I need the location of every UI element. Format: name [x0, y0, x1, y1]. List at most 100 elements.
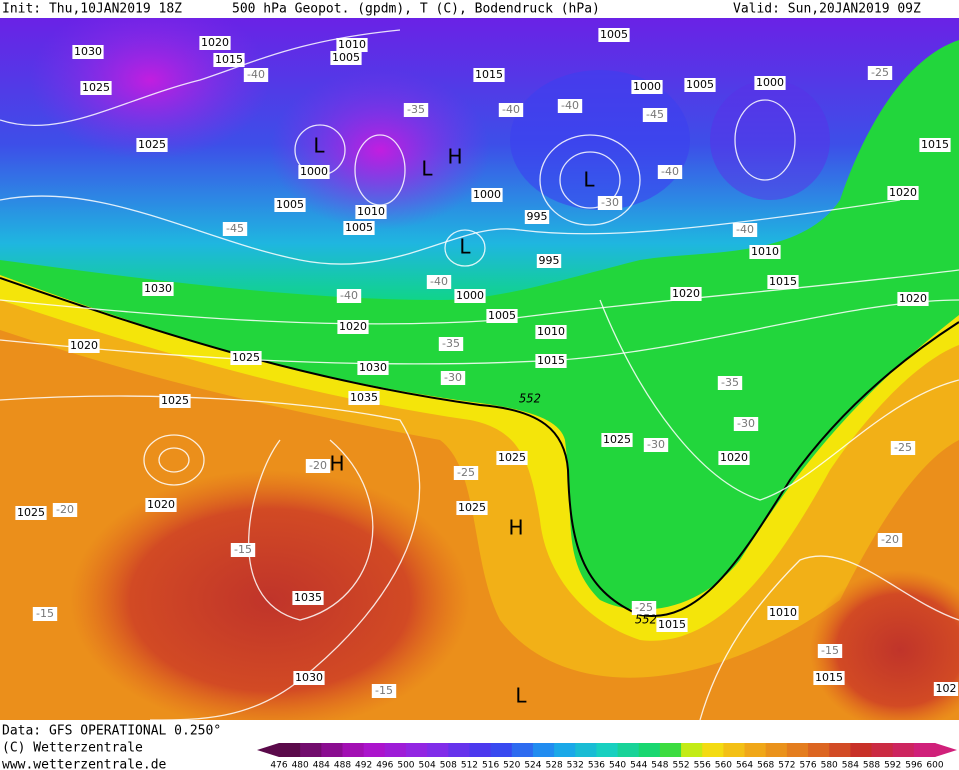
colorbar-tick-label: 508 — [440, 761, 457, 770]
temperature-label: -40 — [340, 289, 358, 302]
isobar-label-box — [471, 188, 503, 202]
isobar-label: 1010 — [769, 606, 797, 619]
contour-label: 552 — [519, 392, 541, 406]
colorbar-cell — [744, 743, 767, 757]
isobar-label-box — [159, 394, 191, 408]
pressure-center: H — [329, 452, 344, 476]
isobar-label: 1020 — [720, 451, 748, 464]
temperature-label-box — [453, 466, 479, 480]
colorbar-tick-label: 480 — [292, 761, 309, 770]
isobar-label: 1000 — [473, 188, 501, 201]
colorbar-tick-label: 492 — [355, 761, 372, 770]
pressure-center: L — [421, 157, 433, 181]
isobar-label-box — [473, 68, 505, 82]
temperature-label: -40 — [502, 103, 520, 116]
url: www.wetterzentrale.de — [2, 758, 167, 770]
colorbar-tick-label: 568 — [757, 761, 774, 770]
isobar-label: 1025 — [458, 501, 486, 514]
isobar-label: 995 — [539, 254, 560, 267]
isobar-label-box — [933, 682, 959, 696]
isobar-label-box — [754, 76, 786, 90]
isobar-label-box — [72, 45, 104, 59]
isobar-label: 1010 — [357, 205, 385, 218]
isobar-label: 1020 — [147, 498, 175, 511]
colorbar-tick-label: 600 — [926, 761, 943, 770]
isobar-label: 1005 — [345, 221, 373, 234]
copyright: (C) Wetterzentrale — [2, 741, 143, 756]
colorbar-cell — [427, 743, 449, 757]
colorbar-cell — [913, 743, 936, 757]
isobar-label: 1000 — [633, 80, 661, 93]
isobar-label: 1005 — [276, 198, 304, 211]
colorbar-tick-label: 564 — [736, 761, 753, 770]
temperature-label: -30 — [647, 438, 665, 451]
isobar-label-box — [536, 254, 562, 268]
contour-label: 552 — [635, 613, 657, 627]
isobar-label-box — [919, 138, 951, 152]
colorbar-cell — [892, 743, 915, 757]
colorbar-cell — [363, 743, 386, 757]
data-source: Data: GFS OPERATIONAL 0.250° — [2, 724, 221, 739]
temperature-label-box — [426, 275, 452, 289]
isobar-label: 1010 — [537, 325, 565, 338]
pressure-center: L — [515, 684, 527, 708]
temperature-label-box — [817, 644, 843, 658]
isobar-label: 1015 — [215, 53, 243, 66]
temperature-label-box — [733, 417, 759, 431]
temperature-label: -15 — [36, 607, 54, 620]
temperature-label: -30 — [444, 371, 462, 384]
pressure-center: L — [313, 134, 325, 158]
colorbar-tick-label: 592 — [884, 761, 901, 770]
pressure-center: L — [459, 235, 471, 259]
isobar-label-box — [524, 210, 550, 224]
colorbar-tick-label: 488 — [334, 761, 351, 770]
temperature-label: -40 — [430, 275, 448, 288]
cold-core — [30, 18, 270, 160]
colorbar-cell — [786, 743, 809, 757]
isobar-label: 1025 — [498, 451, 526, 464]
colorbar-cell — [300, 743, 322, 757]
valid-time: Valid: Sun,20JAN2019 09Z — [733, 2, 921, 17]
temperature-label-box — [222, 222, 248, 236]
isobar-label-box — [343, 221, 375, 235]
isobar-label-box — [535, 354, 567, 368]
isobar-label-box — [355, 205, 387, 219]
temperature-label: -20 — [881, 533, 899, 546]
temperature-label-box — [243, 68, 269, 82]
temperature-label-box — [498, 103, 524, 117]
colorbar-cell — [850, 743, 873, 757]
isobar-label: 1015 — [658, 618, 686, 631]
colorbar-tick-label: 484 — [313, 761, 330, 770]
isobar-label: 1015 — [475, 68, 503, 81]
temperature-label: -45 — [226, 222, 244, 235]
isobar-label-box — [684, 78, 716, 92]
isobar-label: 1025 — [603, 433, 631, 446]
colorbar-tick-label: 560 — [715, 761, 732, 770]
cold-core — [710, 80, 830, 200]
isobar-label-box — [145, 498, 177, 512]
isobar-label-box — [598, 28, 630, 42]
temperature-label: -40 — [561, 99, 579, 112]
colorbar-cell — [448, 743, 470, 757]
colorbar-end — [257, 743, 279, 757]
isobar-label: 1035 — [350, 391, 378, 404]
colorbar-cell — [681, 743, 703, 757]
pressure-center: H — [508, 516, 523, 540]
colorbar-cell — [723, 743, 746, 757]
temperature-label-box — [440, 371, 466, 385]
cold-core — [270, 70, 490, 230]
isobar-label: 1010 — [751, 245, 779, 258]
warm-core — [70, 470, 470, 720]
colorbar-cell — [554, 743, 576, 757]
isobar-label-box — [293, 671, 325, 685]
cold-core — [510, 70, 690, 210]
isobar-label: 1025 — [82, 81, 110, 94]
colorbar-tick-label: 476 — [270, 761, 287, 770]
colorbar-tick-label: 520 — [503, 761, 520, 770]
temperature-label: -25 — [457, 466, 475, 479]
isobar-label: 1035 — [294, 591, 322, 604]
init-time: Init: Thu,10JAN2019 18Z — [2, 2, 182, 17]
temperature-label: -35 — [721, 376, 739, 389]
